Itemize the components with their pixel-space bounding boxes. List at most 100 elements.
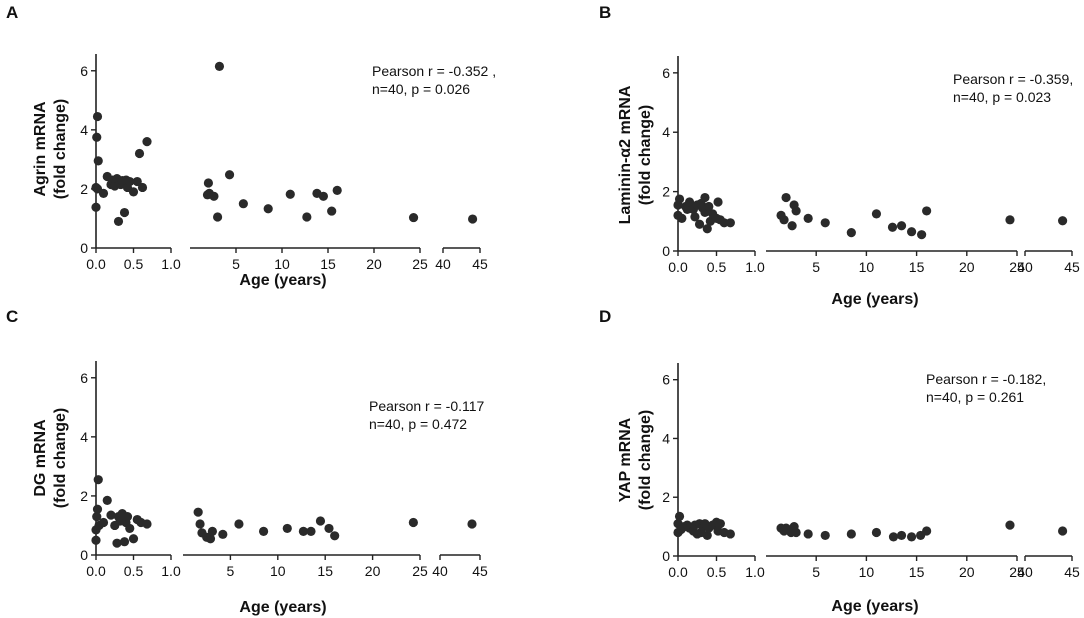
- data-point: [285, 189, 295, 199]
- y-tick-label: 0: [80, 547, 88, 563]
- data-point: [93, 156, 103, 166]
- data-point: [704, 201, 714, 212]
- x-tick-label: 10: [274, 256, 290, 272]
- data-point: [917, 230, 927, 240]
- y-tick-label: 0: [662, 243, 670, 259]
- x-tick-label: 1.0: [161, 563, 181, 579]
- x-tick-label: 0.5: [707, 564, 727, 580]
- y-tick-label: 6: [662, 65, 670, 81]
- y-tick-label: 4: [80, 122, 88, 138]
- data-point: [820, 218, 830, 228]
- x-axis-label: Age (years): [239, 272, 326, 289]
- data-point: [820, 530, 830, 541]
- data-point: [98, 188, 109, 198]
- data-point: [787, 221, 797, 231]
- data-point: [332, 185, 342, 195]
- y-axis-label-line1: YAP mRNA: [617, 417, 634, 502]
- panel-letter: C: [6, 307, 18, 326]
- data-point: [922, 206, 932, 216]
- x-tick-label: 40: [1017, 564, 1033, 580]
- data-point: [282, 523, 292, 534]
- data-point: [119, 207, 130, 218]
- stats-annotation-line1: Pearson r = -0.182,: [926, 371, 1046, 387]
- x-tick-label: 0.5: [707, 259, 727, 275]
- x-tick-label: 45: [472, 256, 488, 272]
- data-point: [238, 199, 248, 209]
- x-tick-label: 20: [366, 256, 382, 272]
- data-point: [846, 529, 856, 539]
- data-point: [408, 212, 419, 223]
- stats-annotation-line1: Pearson r = -0.352 ,: [372, 63, 496, 79]
- y-tick-label: 6: [662, 372, 670, 388]
- data-point: [263, 204, 273, 214]
- data-point: [128, 187, 139, 197]
- data-point: [715, 519, 725, 529]
- x-tick-label: 15: [317, 563, 333, 579]
- data-point: [193, 507, 203, 517]
- x-tick-label: 5: [227, 563, 235, 579]
- data-point: [324, 523, 334, 534]
- x-tick-label: 15: [909, 259, 925, 275]
- stats-annotation-line2: n=40, p = 0.472: [369, 416, 467, 432]
- data-point: [674, 194, 685, 204]
- data-point: [92, 111, 103, 122]
- data-point: [102, 495, 112, 505]
- data-point: [468, 214, 478, 224]
- x-tick-label: 20: [959, 259, 975, 275]
- data-point: [298, 526, 308, 536]
- data-point: [205, 534, 216, 544]
- data-point: [803, 213, 813, 223]
- data-point: [315, 516, 326, 526]
- data-point: [791, 206, 801, 216]
- data-point: [330, 531, 340, 541]
- x-tick-label: 25: [412, 563, 428, 579]
- panel-b: B Laminin-α2 mRNA (fold change) Age (yea…: [599, 3, 1080, 308]
- y-tick-label: 2: [662, 184, 670, 200]
- stats-annotation-line2: n=40, p = 0.023: [953, 89, 1051, 105]
- data-point: [213, 212, 223, 222]
- y-axis-label: Agrin mRNA (fold change): [32, 99, 69, 199]
- data-point: [725, 529, 735, 539]
- data-point: [93, 475, 103, 485]
- y-tick-label: 4: [80, 429, 88, 445]
- x-tick-label: 15: [909, 564, 925, 580]
- x-tick-label: 40: [435, 256, 451, 272]
- data-point: [677, 213, 687, 223]
- data-point: [781, 192, 791, 203]
- data-point: [803, 529, 813, 539]
- x-tick-label: 10: [270, 563, 286, 579]
- x-tick-label: 5: [812, 259, 820, 275]
- x-tick-label: 40: [1017, 259, 1033, 275]
- data-point: [132, 176, 142, 187]
- data-point: [846, 227, 856, 238]
- data-point: [91, 202, 101, 212]
- y-tick-label: 0: [80, 240, 88, 256]
- data-point: [214, 61, 225, 71]
- y-tick-label: 2: [80, 488, 88, 504]
- x-tick-label: 1.0: [745, 259, 765, 275]
- x-tick-label: 5: [812, 564, 820, 580]
- x-tick-label: 1.0: [161, 256, 181, 272]
- y-tick-label: 2: [80, 181, 88, 197]
- y-axis-label-line1: DG mRNA: [32, 419, 49, 497]
- x-tick-label: 5: [232, 256, 240, 272]
- data-point: [125, 176, 135, 187]
- data-point: [467, 519, 477, 529]
- data-point: [922, 526, 932, 536]
- y-axis-label-line1: Laminin-α2 mRNA: [617, 85, 634, 224]
- data-point: [258, 526, 269, 536]
- data-point: [702, 224, 712, 234]
- x-tick-label: 0.5: [124, 563, 144, 579]
- x-tick-label: 45: [472, 563, 488, 579]
- x-tick-label: 0.5: [124, 256, 144, 272]
- data-point: [1005, 520, 1015, 530]
- data-point: [209, 191, 219, 201]
- x-tick-label: 40: [432, 563, 448, 579]
- y-tick-label: 0: [662, 548, 670, 564]
- x-tick-label: 25: [1009, 564, 1025, 580]
- data-point: [306, 526, 316, 536]
- data-point: [203, 178, 213, 188]
- stats-annotation-line1: Pearson r = -0.117: [369, 398, 485, 414]
